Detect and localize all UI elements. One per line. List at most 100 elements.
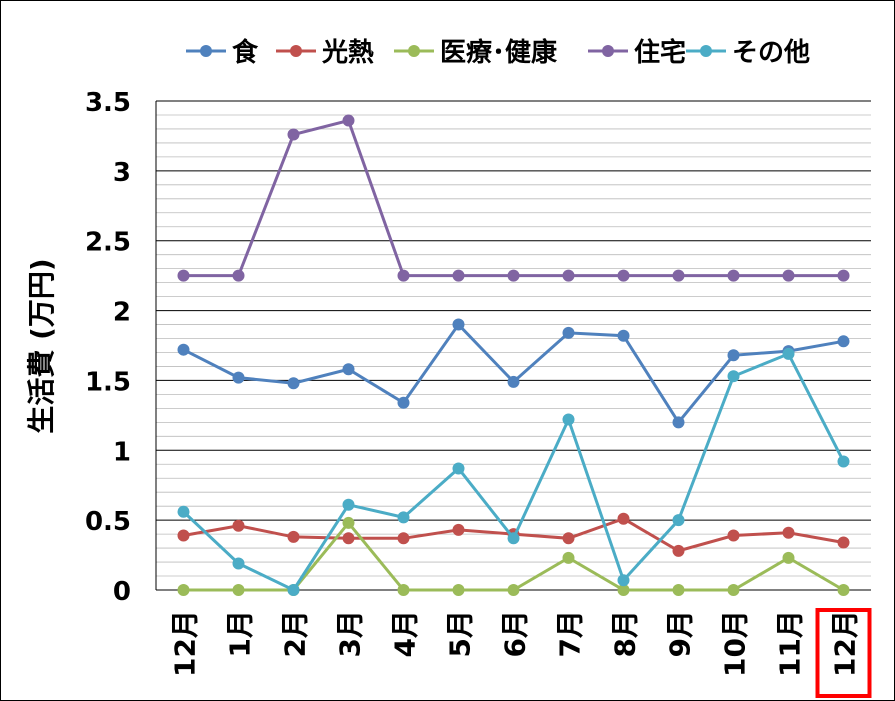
data-point xyxy=(562,413,575,426)
data-point xyxy=(562,326,575,339)
data-point xyxy=(452,462,465,475)
y-tick-label: 1 xyxy=(113,437,131,467)
y-tick-label: 0.5 xyxy=(85,507,131,537)
data-point xyxy=(452,584,465,596)
data-point xyxy=(177,269,190,282)
data-point xyxy=(342,363,355,376)
series-3 xyxy=(177,114,850,282)
x-tick-label: 1月 xyxy=(224,610,257,657)
x-tick-label: 12月 xyxy=(829,610,862,677)
data-point xyxy=(617,512,630,525)
data-point xyxy=(837,269,850,282)
data-point xyxy=(617,329,630,342)
x-tick-label: 3月 xyxy=(334,610,367,657)
highlight-box xyxy=(815,608,872,698)
data-point xyxy=(782,269,795,282)
x-tick-label: 11月 xyxy=(774,610,807,677)
data-point xyxy=(342,498,355,511)
x-tick-label: 10月 xyxy=(719,610,752,677)
legend-marker-icon xyxy=(290,45,302,57)
data-point xyxy=(782,526,795,539)
data-point xyxy=(232,269,245,282)
series-line xyxy=(183,118,844,278)
data-point xyxy=(672,544,685,557)
data-point xyxy=(562,269,575,282)
data-point xyxy=(672,514,685,527)
data-point xyxy=(452,318,465,331)
x-tick-label: 6月 xyxy=(499,610,532,657)
y-tick-label: 3 xyxy=(113,158,131,188)
legend-item: 光熱 xyxy=(276,38,374,68)
data-point xyxy=(177,343,190,356)
data-point xyxy=(837,536,850,549)
series-0 xyxy=(177,318,850,429)
data-point xyxy=(452,523,465,536)
x-tick-label: 8月 xyxy=(609,610,642,657)
data-point xyxy=(287,584,300,596)
legend-label: 食 xyxy=(232,37,259,68)
data-point xyxy=(232,519,245,532)
legend-item: その他 xyxy=(686,38,810,68)
data-point xyxy=(562,551,575,564)
series-line xyxy=(182,322,844,425)
data-point xyxy=(562,532,575,545)
data-point xyxy=(617,584,630,596)
y-tick-label: 2.5 xyxy=(85,228,131,258)
data-point xyxy=(397,511,410,524)
series-line xyxy=(182,351,845,592)
legend-label: その他 xyxy=(732,38,810,68)
data-point xyxy=(782,551,795,564)
data-point xyxy=(397,584,410,596)
legend-label: 光熱 xyxy=(321,38,374,68)
x-tick-label: 7月 xyxy=(554,610,587,657)
y-tick-label: 0 xyxy=(113,577,131,607)
data-point xyxy=(232,557,245,570)
legend-item: 医療･健康 xyxy=(394,37,558,68)
legend-item: 食 xyxy=(186,37,259,68)
data-point xyxy=(727,349,740,362)
data-point xyxy=(342,516,355,529)
y-axis-label: 生活費 (万円) xyxy=(25,258,58,433)
data-point xyxy=(672,584,685,596)
legend-item: 住宅 xyxy=(588,37,686,68)
series-4 xyxy=(177,347,850,596)
legend-marker-icon xyxy=(200,45,212,57)
data-point xyxy=(232,584,245,596)
data-point xyxy=(507,584,520,596)
x-tick-label: 9月 xyxy=(664,610,697,657)
data-point xyxy=(837,335,850,348)
x-tick-label: 12月 xyxy=(169,610,202,677)
data-point xyxy=(672,416,685,429)
data-point xyxy=(287,377,300,390)
data-point xyxy=(397,396,410,409)
legend-label: 医療･健康 xyxy=(440,37,558,68)
data-point xyxy=(177,505,190,518)
legend-marker-icon xyxy=(602,45,614,57)
data-point xyxy=(507,269,520,282)
legend-marker-icon xyxy=(700,45,712,57)
data-point xyxy=(177,529,190,542)
data-point xyxy=(727,529,740,542)
data-point xyxy=(507,532,520,545)
data-point xyxy=(287,128,300,141)
legend-marker-icon xyxy=(408,45,420,57)
y-tick-label: 3.5 xyxy=(85,88,131,118)
x-tick-label: 4月 xyxy=(389,610,422,657)
data-point xyxy=(342,532,355,545)
data-point xyxy=(507,375,520,388)
data-point xyxy=(617,574,630,587)
x-tick-label: 5月 xyxy=(444,610,477,657)
legend-label: 住宅 xyxy=(634,37,686,68)
data-point xyxy=(397,269,410,282)
data-point xyxy=(397,532,410,545)
data-point xyxy=(287,530,300,543)
y-tick-label: 2 xyxy=(113,298,131,328)
data-point xyxy=(342,114,355,127)
x-tick-label: 2月 xyxy=(279,610,312,657)
data-point xyxy=(232,371,245,384)
data-point xyxy=(617,269,630,282)
y-tick-label: 1.5 xyxy=(85,367,131,397)
data-point xyxy=(672,269,685,282)
data-point xyxy=(727,269,740,282)
data-point xyxy=(177,584,190,596)
